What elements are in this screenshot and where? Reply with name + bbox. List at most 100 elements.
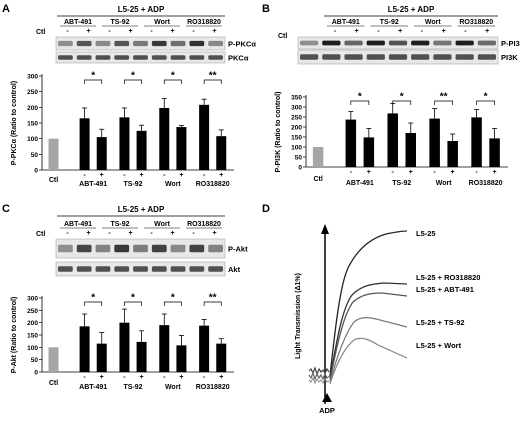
- b-blot-group-0: ABT-491: [332, 19, 360, 26]
- c-blot-plus-2: +: [170, 230, 174, 237]
- a-xtick-plus-1: +: [140, 172, 144, 179]
- b-xtick-group-3: RO318820: [469, 180, 503, 187]
- c-sig-star-2: *: [171, 293, 175, 304]
- c-blot-group-2: Wort: [154, 221, 170, 228]
- c-band-0-1: [76, 244, 92, 253]
- c-band-1-1: [76, 266, 92, 272]
- c-band-0-6: [170, 244, 186, 253]
- a-band-0-4: [133, 40, 148, 47]
- a-band-1-3: [114, 55, 130, 60]
- c-bar-4: [136, 341, 147, 372]
- trace-l5-25: [329, 230, 408, 377]
- b-blot-plus-0: +: [355, 28, 359, 35]
- a-band-0-2: [95, 40, 111, 47]
- a-band-0-1: [76, 40, 92, 47]
- b-xtick-plus-3: +: [493, 169, 497, 176]
- adp-arrow: [322, 393, 332, 402]
- a-xtick-group-3: RO318820: [196, 181, 230, 188]
- b-ytick-label-6: 300: [291, 105, 302, 112]
- c-blot-group-1: TS-92: [110, 221, 129, 228]
- a-bar-2: [96, 137, 107, 170]
- c-band-1-0: [58, 266, 73, 272]
- b-blot-ctl: Ctl: [278, 33, 287, 40]
- c-xtick-group-1: TS-92: [123, 384, 142, 391]
- b-xtick-plus-1: +: [409, 169, 413, 176]
- b-band-0-0: [300, 40, 319, 46]
- a-blot-minus-1: -: [108, 28, 111, 35]
- b-ytick-label-5: 250: [291, 115, 302, 122]
- b-sig-star-1: *: [400, 92, 404, 103]
- a-bar-0: [48, 138, 59, 170]
- a-xtick-minus-2: -: [163, 172, 166, 179]
- a-band-1-4: [133, 55, 148, 60]
- b-bar-2: [363, 137, 375, 167]
- c-band-0-3: [114, 244, 130, 253]
- b-sig-star-2: **: [440, 92, 448, 103]
- b-xtick-ctl: Ctl: [313, 176, 322, 183]
- trace-label-l5-25: L5-25: [416, 229, 436, 238]
- a-bar-6: [176, 127, 187, 170]
- b-band-1-8: [477, 54, 496, 60]
- b-band-0-7: [455, 40, 474, 46]
- b-ytick-label-2: 100: [291, 145, 302, 152]
- c-blot-minus-0: -: [66, 230, 69, 237]
- a-y-axis-label: P-PKCα (Ratio to control): [11, 81, 18, 165]
- a-bar-7: [199, 104, 210, 170]
- b-xtick-group-1: TS-92: [392, 180, 411, 187]
- panel-d-aggregation: Light Transmission (Δ1%) ADP L5-25 L5-25…: [295, 224, 480, 415]
- b-band-1-2: [344, 54, 363, 60]
- b-band-1-4: [388, 54, 408, 60]
- c-blot-group-0: ABT-491: [64, 221, 92, 228]
- a-ytick-label-3: 150: [27, 121, 38, 128]
- b-band-0-5: [411, 40, 430, 46]
- a-xtick-group-2: Wort: [165, 181, 181, 188]
- a-xtick-plus-2: +: [179, 172, 183, 179]
- panel-letter-d: D: [262, 203, 270, 215]
- b-blot-group-2: Wort: [425, 19, 441, 26]
- b-xtick-group-2: Wort: [436, 180, 452, 187]
- c-bar-3: [119, 322, 130, 372]
- a-xtick-plus-3: +: [219, 172, 223, 179]
- c-band-1-3: [114, 266, 130, 272]
- b-bar-6: [447, 141, 458, 167]
- c-ytick-label-3: 150: [27, 333, 38, 340]
- c-bar-8: [216, 343, 227, 372]
- a-blot-label-0: P-PKCα: [228, 40, 256, 49]
- b-blot-plus-3: +: [485, 28, 489, 35]
- panel-letter-b: B: [262, 3, 270, 15]
- a-bar-8: [216, 136, 227, 170]
- c-blot-minus-1: -: [108, 230, 111, 237]
- b-blot-minus-0: -: [334, 28, 337, 35]
- b-ytick-label-4: 200: [291, 125, 302, 132]
- b-xtick-plus-0: +: [367, 169, 371, 176]
- c-xtick-plus-0: +: [100, 374, 104, 381]
- c-y-axis-label: P-Akt (Ratio to control): [11, 297, 18, 374]
- a-xtick-ctl: Ctl: [49, 177, 58, 184]
- b-bar-0: [312, 147, 324, 167]
- panel-letter-c: C: [2, 203, 10, 215]
- c-xtick-ctl: Ctl: [49, 380, 58, 387]
- a-blot-ctl: Ctl: [36, 29, 45, 36]
- b-bar-4: [405, 133, 417, 167]
- c-blot-minus-2: -: [150, 230, 153, 237]
- a-blot-plus-3: +: [212, 28, 216, 35]
- a-xtick-minus-1: -: [123, 172, 126, 179]
- trace-l5-25-abt-491: [329, 292, 408, 381]
- a-ytick-label-4: 200: [27, 105, 38, 112]
- c-sig-bracket-1: [124, 301, 142, 306]
- c-ytick-label-1: 50: [31, 357, 39, 364]
- b-ytick-label-3: 150: [291, 135, 302, 142]
- a-blot-group-2: Wort: [154, 19, 170, 26]
- c-band-1-4: [133, 266, 148, 272]
- d-y-axis-arrow: [321, 224, 329, 234]
- a-bar-4: [136, 130, 147, 170]
- c-band-0-5: [151, 244, 167, 253]
- b-band-0-1: [322, 40, 341, 46]
- b-blot-label-1: PI3K: [501, 53, 518, 62]
- c-xtick-plus-3: +: [219, 374, 223, 381]
- a-xtick-minus-3: -: [203, 172, 206, 179]
- trace-l5-25-ro318820: [329, 282, 408, 379]
- b-band-0-6: [433, 40, 452, 46]
- b-band-1-5: [411, 54, 430, 60]
